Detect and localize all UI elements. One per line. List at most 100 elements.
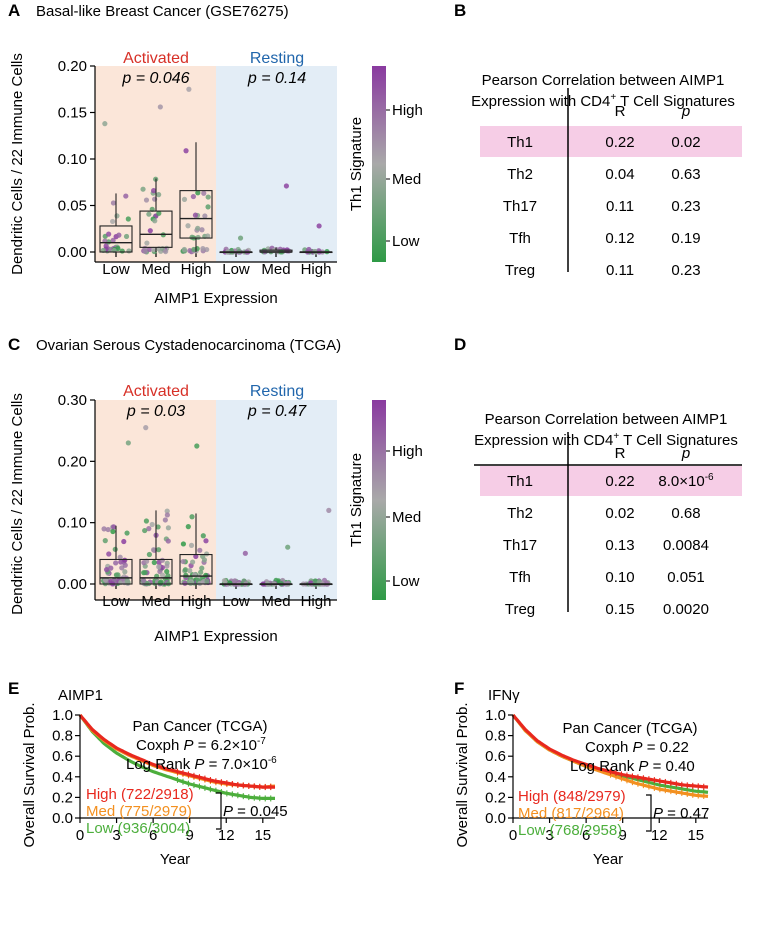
table-b-title-line1: Pearson Correlation between AIMP1 — [482, 72, 725, 89]
colorbar-high-label: High — [392, 443, 423, 460]
data-point — [242, 550, 248, 556]
table-row-name: Th17 — [503, 198, 537, 215]
data-point — [103, 567, 110, 573]
data-point — [159, 557, 165, 563]
data-point — [140, 186, 146, 192]
data-point — [157, 104, 163, 110]
th1-highlight-row — [480, 466, 742, 496]
pair-p-value: P = 0.045 — [223, 803, 288, 820]
table-b-rows: Th1 0.22 0.02 Th2 0.04 0.63 Th17 0.11 0.23 Tfh 0.1… — [503, 134, 701, 279]
data-point — [151, 188, 157, 194]
data-point — [194, 443, 200, 449]
p-exponent: -6 — [705, 472, 714, 483]
data-point — [117, 554, 123, 560]
x-tick-label: 0 — [509, 827, 517, 844]
data-point — [123, 233, 130, 240]
data-point — [125, 440, 131, 446]
data-point — [143, 197, 150, 203]
data-point — [112, 546, 118, 552]
data-point — [165, 538, 171, 544]
data-point — [205, 204, 211, 210]
data-point — [106, 551, 112, 557]
data-point — [205, 233, 211, 239]
x-tick-label: Low — [222, 261, 250, 278]
data-point — [221, 578, 228, 584]
data-point — [180, 541, 187, 547]
colorbar-low-label: Low — [392, 233, 420, 250]
data-point — [141, 577, 147, 584]
table-row-r: 0.10 — [605, 569, 634, 586]
data-point — [152, 218, 158, 224]
data-point — [121, 538, 127, 545]
resting-background — [216, 66, 337, 262]
data-point — [189, 514, 195, 520]
panel-f-plot: 0.0 0.2 0.4 0.6 0.8 1.0 0 3 6 9 12 15 — [485, 707, 709, 844]
table-row-p: 0.051 — [667, 569, 705, 586]
data-point — [156, 192, 162, 198]
table-row-name: Th2 — [507, 166, 533, 183]
x-tick-label: High — [301, 593, 332, 610]
data-point — [193, 553, 199, 560]
th1-highlight-row — [480, 126, 742, 157]
panel-label-e: E — [8, 679, 19, 698]
resting-label: Resting — [250, 383, 304, 400]
data-point — [201, 557, 208, 563]
data-point — [156, 210, 162, 216]
table-row-r: 0.15 — [605, 601, 634, 618]
table-row-name: Tfh — [509, 230, 531, 247]
table-d-col-p: p — [681, 445, 690, 462]
resting-p-value: p = 0.14 — [247, 70, 306, 87]
th1-colorbar-ticks — [386, 450, 390, 582]
data-point — [147, 246, 153, 253]
data-point — [110, 528, 116, 535]
x-tick-label: High — [301, 261, 332, 278]
data-point — [164, 568, 170, 575]
x-axis-label: AIMP1 Expression — [154, 290, 277, 307]
panel-label-d: D — [454, 335, 466, 354]
legend-low: Low (936/3004) — [86, 820, 190, 837]
data-point — [326, 507, 332, 513]
data-point — [122, 562, 128, 568]
table-row-r: 0.11 — [606, 262, 634, 279]
x-axis-label: Year — [593, 851, 623, 868]
panel-c-title: Ovarian Serous Cystadenocarcinoma (TCGA) — [36, 337, 341, 354]
panel-e-gene: AIMP1 — [58, 687, 103, 704]
data-point — [192, 212, 199, 218]
logrank-stat: Log Rank P = 7.0×10-6 — [126, 755, 277, 773]
data-point — [189, 234, 195, 240]
data-point — [115, 572, 121, 578]
data-point — [157, 580, 163, 586]
data-point — [195, 225, 201, 231]
y-tick-label: 0.05 — [58, 198, 87, 215]
activated-p-value: p = 0.03 — [126, 403, 185, 420]
legend-med: Med (775/2979) — [86, 803, 192, 820]
legend-high: High (722/2918) — [86, 786, 194, 803]
table-row-p: 0.23 — [671, 262, 700, 279]
data-point — [191, 246, 197, 253]
y-tick-label: 0.8 — [485, 728, 506, 745]
y-tick-label: 0.20 — [58, 453, 87, 470]
data-point — [186, 86, 192, 92]
data-point — [199, 565, 205, 571]
pair-p-value: P = 0.47 — [653, 805, 709, 822]
colorbar-low-label: Low — [392, 573, 420, 590]
data-point — [101, 526, 107, 532]
data-point — [116, 232, 122, 238]
data-point — [122, 557, 128, 563]
activated-label: Activated — [123, 383, 189, 400]
y-tick-label: 0.30 — [58, 392, 87, 409]
data-point — [123, 193, 129, 199]
x-tick-label: Med — [261, 261, 290, 278]
table-row-name: Th17 — [503, 537, 537, 554]
panel-a: A Basal-like Breast Cancer (GSE76275) Ac… — [8, 1, 423, 307]
box — [99, 558, 133, 585]
table-row-p: 0.23 — [671, 198, 700, 215]
x-tick-label: Low — [102, 261, 130, 278]
table-row-name: Th2 — [507, 505, 533, 522]
data-point — [142, 569, 148, 576]
table-d-col-r: R — [615, 445, 626, 462]
data-point — [143, 425, 149, 431]
data-point — [197, 580, 203, 587]
legend-high: High (848/2979) — [518, 788, 626, 805]
